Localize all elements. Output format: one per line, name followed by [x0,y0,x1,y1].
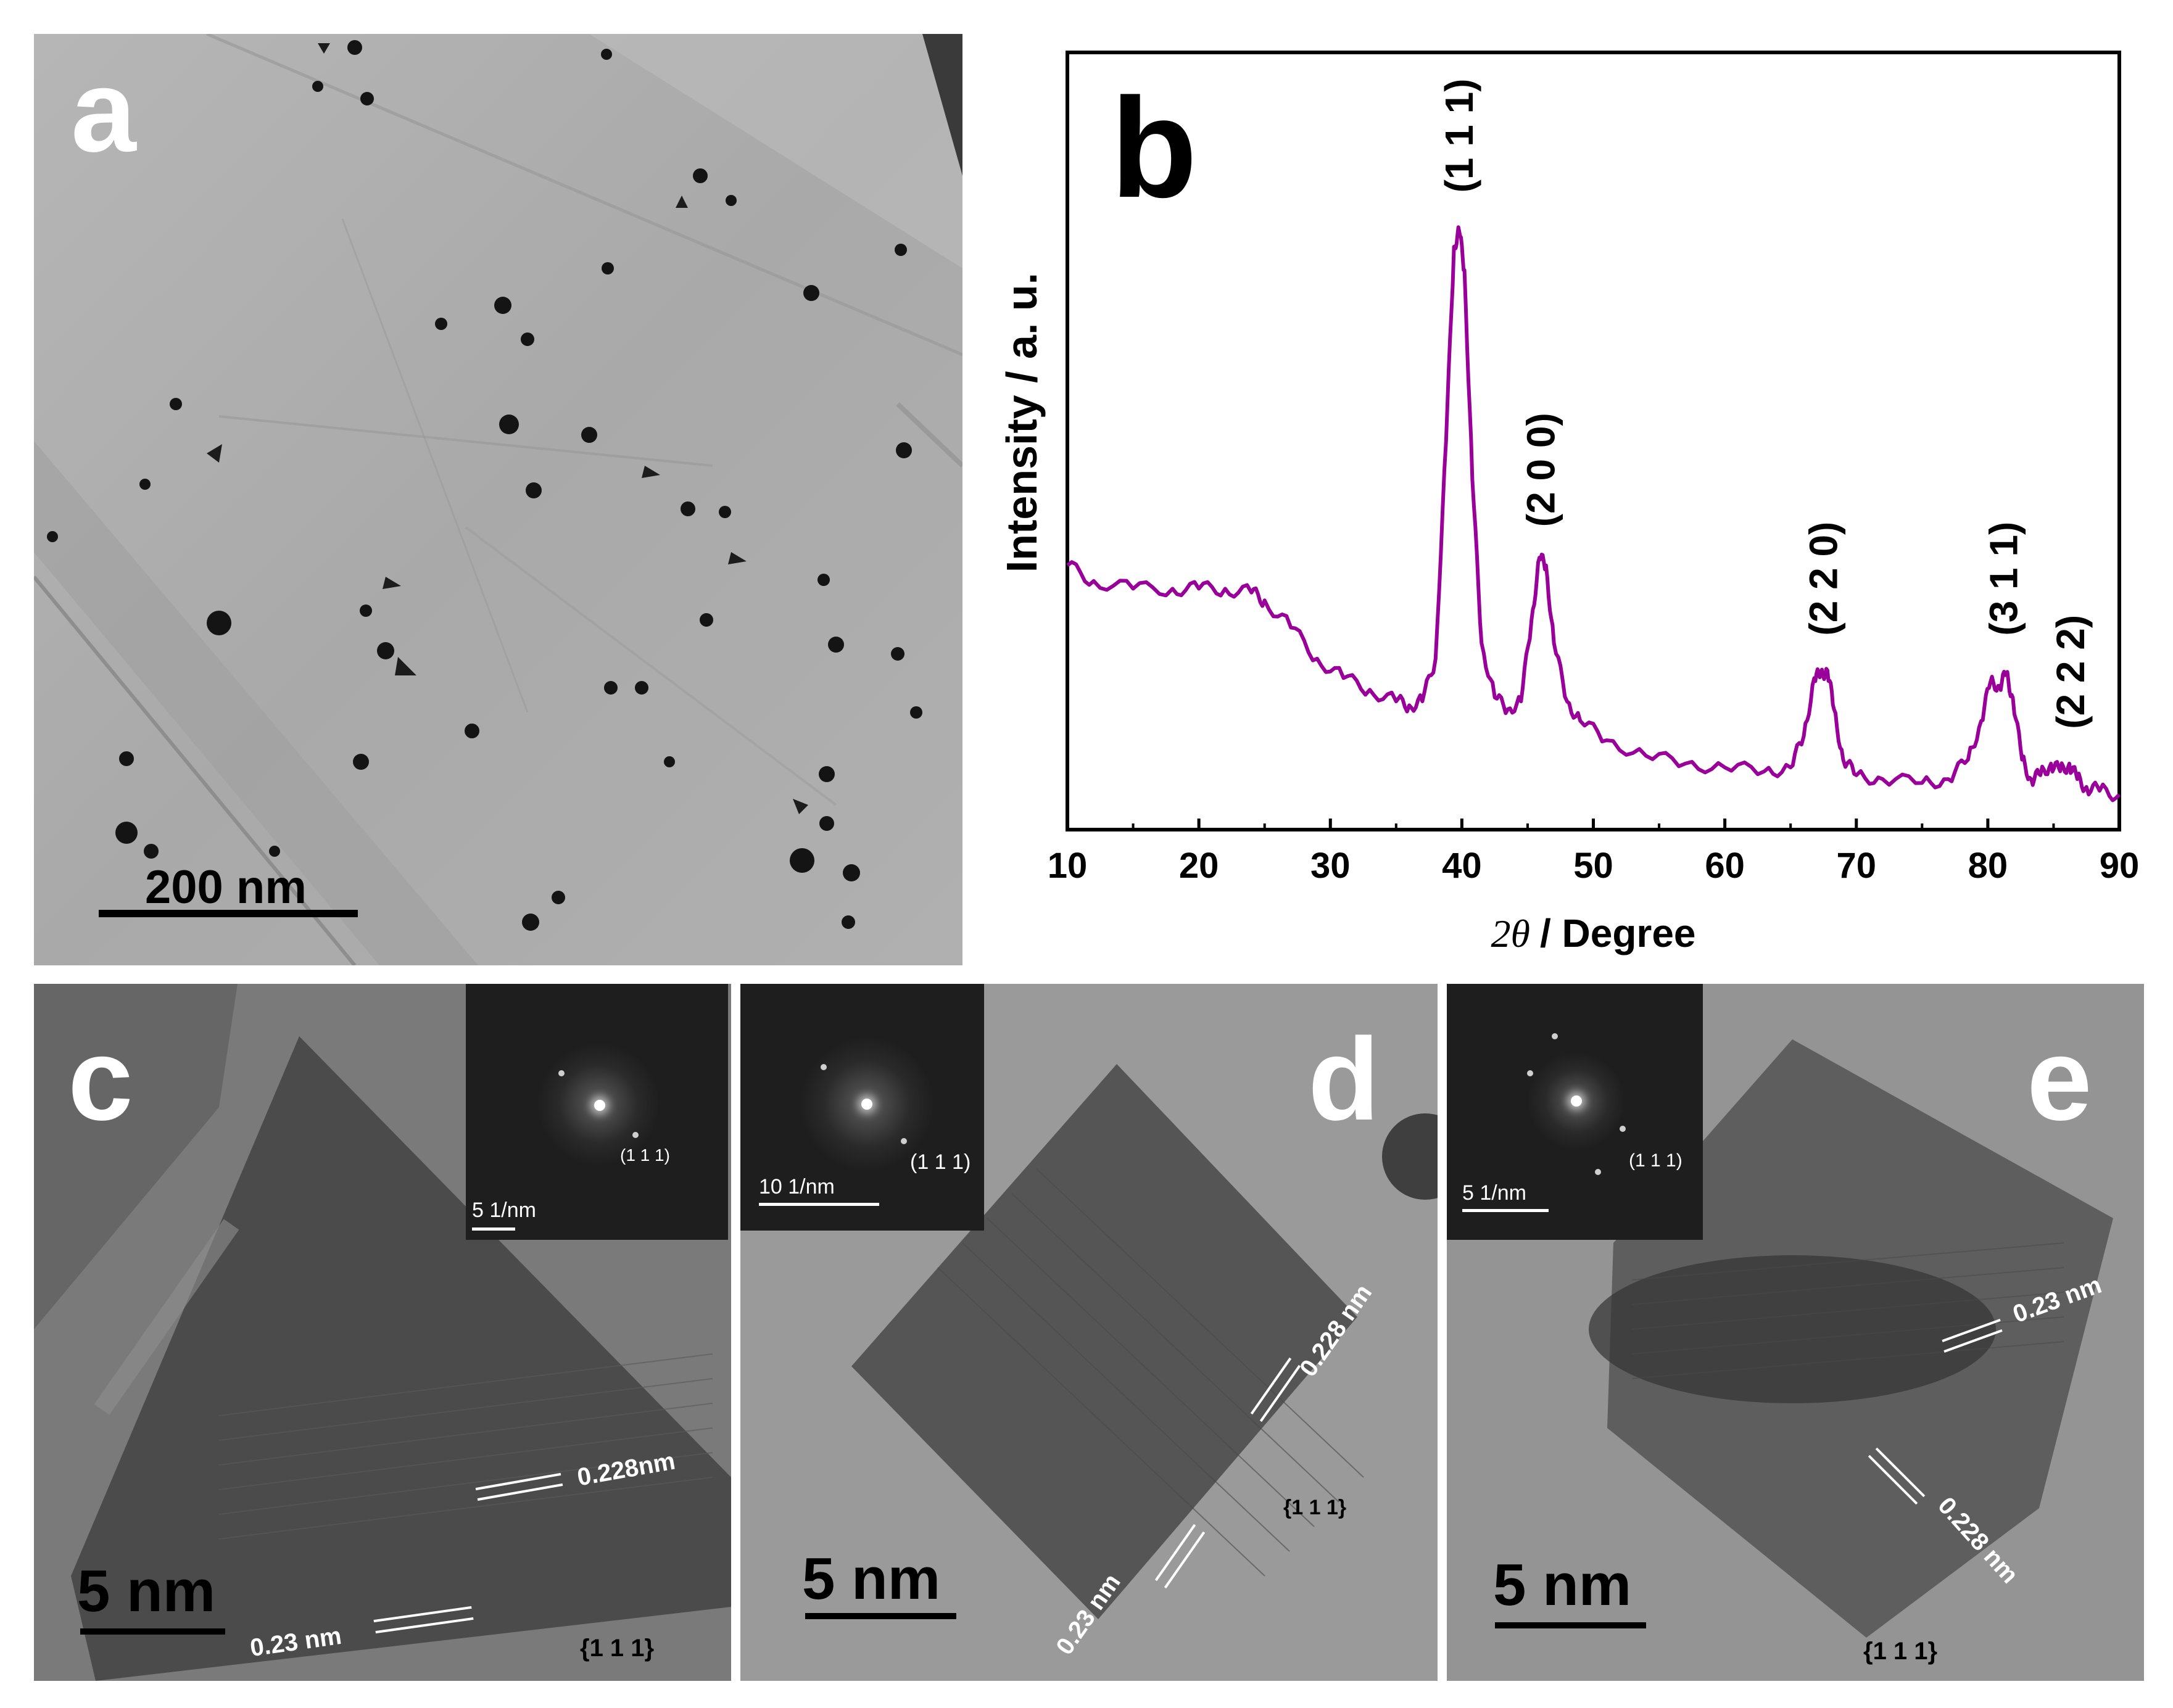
peak-label: (1 1 1) [1437,78,1481,192]
fft-inset-d: (1 1 1) 10 1/nm [740,984,984,1231]
panel-d-hrtem-image: d (1 1 1) 10 1/nm 0.228 nm 0.23 nm {1 1 … [740,984,1438,1681]
panel-a-tem-image: a 200 nm [34,34,962,965]
x-tick-label: 30 [1310,846,1351,886]
fft-center-c [594,1100,605,1111]
x-tick-label: 90 [2100,846,2140,886]
fft-spot-label-d: (1 1 1) [910,1150,971,1174]
facet-label-e: {1 1 1} [1863,1638,1938,1665]
facet-label-c: {1 1 1} [580,1635,655,1662]
x-tick-label: 60 [1705,846,1745,886]
fft-spot-c [632,1132,639,1138]
fft-spot-e [1595,1169,1601,1175]
fft-center-e [1571,1095,1582,1107]
scale-bar-e [1495,1622,1646,1628]
fft-spot-d [821,1064,827,1070]
x-tick-label: 50 [1573,846,1613,886]
fft-spot-e [1527,1070,1533,1076]
scale-label-d: 5 nm [802,1546,941,1612]
peak-label: (3 1 1) [1981,522,2026,636]
fft-spot-label-e: (1 1 1) [1629,1150,1683,1171]
scale-bar-a [99,910,358,917]
tem-micrograph [34,34,962,965]
fft-scale-bar-e [1462,1209,1549,1212]
fft-spot-d [901,1138,907,1144]
peak-label: (2 2 0) [1801,522,1845,636]
scale-label-a: 200 nm [145,861,307,914]
scale-bar-d [805,1613,956,1619]
fft-center-d [861,1099,872,1110]
fft-scale-bar-d [759,1203,879,1206]
fft-scale-label-e: 5 1/nm [1462,1181,1526,1205]
fft-inset-e: (1 1 1) 5 1/nm [1447,984,1703,1240]
fft-spot-label-c: (1 1 1) [620,1145,670,1165]
fft-scale-label-c: 5 1/nm [472,1198,536,1222]
panel-e-hrtem-image: e (1 1 1) 5 1/nm 0.23 nm 0.228 nm {1 1 1… [1447,984,2144,1681]
panel-label-c: c [68,1014,133,1145]
panel-b-xrd-chart: 10 20 30 40 50 60 70 80 90 2θ / Degree Intensity /… [975,25,2173,975]
x-tick-label: 20 [1179,846,1219,886]
fft-spot-e [1552,1033,1558,1039]
fft-spot-c [558,1070,565,1076]
series-line-0 [1066,225,2121,802]
plot-frame [1066,51,2121,831]
facet-label-d: {1 1 1} [1283,1496,1347,1519]
panel-label-a: a [71,46,136,176]
x-axis-label: 2θ / Degree [1491,911,1696,955]
x-tick-label: 80 [1968,846,2008,886]
fft-spot-e [1620,1126,1626,1132]
fft-scale-bar-c [472,1227,515,1231]
peak-label: (2 0 0) [1518,413,1563,527]
scale-label-c: 5 nm [77,1558,216,1624]
peak-label: (2 2 2) [2048,615,2093,729]
panel-c-hrtem-image: c (1 1 1) 5 1/nm 0.228nm 0.23 nm {1 1 1}… [34,984,731,1681]
xrd-chart-svg: 10 20 30 40 50 60 70 80 90 2θ / Degree Intensity /… [998,51,2140,955]
scale-label-e: 5 nm [1493,1552,1632,1618]
x-tick-label: 40 [1442,846,1482,886]
x-tick-label: 70 [1836,846,1876,886]
fft-scale-label-d: 10 1/nm [759,1175,835,1198]
panel-label-d: d [1308,1014,1380,1145]
y-axis-label: Intensity / a. u. [998,273,1046,572]
x-tick-label: 10 [1048,846,1088,886]
hrtem-micrograph-c [34,984,731,1681]
panel-label-e: e [2027,1014,2092,1145]
fft-inset-c: (1 1 1) 5 1/nm [466,984,728,1240]
scale-bar-c [80,1628,225,1635]
panel-label-b: b [1111,68,1198,227]
